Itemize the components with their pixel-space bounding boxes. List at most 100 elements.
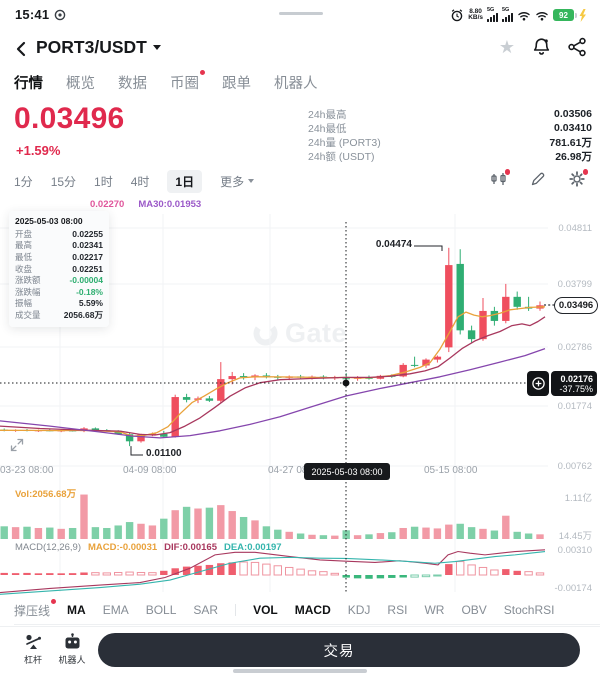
share-icon[interactable] bbox=[568, 37, 586, 57]
candle-tooltip: 2025-05-03 08:00 开盘 0.02255 最高 0.02341 最低 0.0… bbox=[9, 211, 109, 327]
indicator-tab-MA[interactable]: MA bbox=[67, 603, 86, 617]
ma-legend-item: 0.02270 bbox=[90, 199, 125, 210]
draw-pencil-icon[interactable] bbox=[529, 170, 547, 188]
price-change-percent: +1.59% bbox=[16, 143, 61, 158]
indicator-tab-OBV[interactable]: OBV bbox=[461, 603, 487, 617]
chevron-down-icon bbox=[152, 45, 161, 50]
circle-plus-icon bbox=[531, 377, 545, 390]
timeframe-1分[interactable]: 1分 bbox=[14, 174, 33, 189]
nav-tab-行情[interactable]: 行情 bbox=[14, 75, 43, 92]
x-axis-label: 04-27 08:00 bbox=[268, 465, 322, 476]
status-bar: 15:41 8.80 KB/s 5G 5G bbox=[0, 0, 600, 30]
tooltip-value: -0.00004 bbox=[69, 275, 103, 286]
leverage-button[interactable]: 杠杆 bbox=[15, 633, 51, 666]
x-axis-label: 05-15 08:00 bbox=[424, 465, 478, 476]
high-annotation: 0.04474 bbox=[375, 239, 412, 250]
leverage-icon bbox=[25, 634, 41, 649]
volume-min-label: 14.45万 bbox=[558, 531, 592, 542]
crosshair-price-label: 0.02176 -37.75% bbox=[551, 371, 597, 396]
signal-5g-icon-1: 5G bbox=[487, 7, 498, 22]
timeframe-1日[interactable]: 1日 bbox=[167, 169, 203, 193]
tooltip-value: 2056.68万 bbox=[63, 309, 103, 320]
stat-label: 24h额 (USDT) bbox=[308, 150, 375, 163]
dif-value: DIF:0.00165 bbox=[164, 542, 217, 553]
nav-tab-跟单[interactable]: 跟单 bbox=[222, 75, 251, 92]
nav-tab-机器人[interactable]: 机器人 bbox=[274, 75, 318, 92]
tooltip-value: 0.02341 bbox=[72, 240, 103, 251]
camera-notch bbox=[279, 12, 323, 15]
indicator-tab-RSI[interactable]: RSI bbox=[387, 603, 408, 617]
indicator-tab-VOL[interactable]: VOL bbox=[253, 603, 278, 617]
x-axis-label: 04-09 08:00 bbox=[123, 465, 177, 476]
x-axis-label: 03-23 08:00 bbox=[0, 465, 54, 476]
home-indicator[interactable] bbox=[233, 669, 367, 673]
divider bbox=[235, 604, 237, 616]
24h-stats: 24h最高 0.03506 24h最低 0.03410 24h量 (PORT3) 781.… bbox=[308, 107, 592, 163]
timeframe-15分[interactable]: 15分 bbox=[50, 174, 77, 189]
indicator-tab-BOLL[interactable]: BOLL bbox=[145, 603, 177, 617]
macd-title: MACD(12,26,9) bbox=[15, 542, 81, 553]
pair-title: PORT3/USDT bbox=[36, 37, 147, 57]
gate-logo-icon bbox=[253, 321, 278, 346]
tooltip-label: 涨跌幅 bbox=[15, 286, 41, 297]
notification-dot bbox=[51, 598, 57, 604]
nav-tab-概览[interactable]: 概览 bbox=[66, 75, 95, 92]
fullscreen-expand-icon[interactable] bbox=[10, 438, 24, 457]
nav-tab-币圈[interactable]: 币圈 bbox=[170, 68, 206, 93]
tooltip-label: 成交量 bbox=[15, 309, 41, 320]
tooltip-label: 开盘 bbox=[15, 228, 33, 239]
stat-label: 24h量 (PORT3) bbox=[308, 136, 381, 149]
indicator-tab-StochRSI[interactable]: StochRSI bbox=[503, 603, 555, 617]
crosshair-date-pill: 2025-05-03 08:00 bbox=[304, 463, 390, 480]
indicator-tab-SAR[interactable]: SAR bbox=[193, 603, 219, 617]
trade-button[interactable]: 交易 bbox=[98, 633, 580, 667]
chart-style-icon[interactable] bbox=[490, 168, 511, 188]
crosshair-add-alert-button[interactable] bbox=[527, 371, 549, 396]
timeframe-1时[interactable]: 1时 bbox=[94, 174, 113, 189]
tooltip-row: 最低 0.02217 bbox=[15, 251, 103, 263]
pair-selector[interactable]: PORT3/USDT bbox=[36, 37, 161, 58]
last-price: 0.03496 bbox=[14, 102, 125, 135]
indicator-tab-MACD[interactable]: MACD bbox=[294, 603, 331, 617]
stat-value: 0.03410 bbox=[554, 122, 592, 134]
gate-watermark: Gate bbox=[252, 318, 347, 349]
timeframe-更多[interactable]: 更多 bbox=[220, 173, 255, 190]
gear-icon[interactable] bbox=[568, 168, 589, 188]
indicator-tab-撑压线[interactable]: 撑压线 bbox=[14, 598, 57, 619]
stat-row: 24h量 (PORT3) 781.61万 bbox=[308, 135, 592, 149]
y-axis-label: 0.00762 bbox=[557, 461, 592, 472]
indicator-tabs: 撑压线 MA EMA BOLL SAR VOL MACD KDJ RSI WR OBV StochRS… bbox=[14, 598, 600, 625]
timeframe-tabs: 1分 15分 1时 4时 1日 更多 bbox=[14, 169, 255, 193]
wifi-icon-2 bbox=[536, 12, 548, 21]
voice-status-icon bbox=[54, 9, 66, 20]
volume-label: Vol:2056.68万 bbox=[15, 489, 77, 500]
alert-bell-icon[interactable] bbox=[532, 37, 551, 57]
watermark-text: Gate bbox=[285, 318, 348, 348]
tooltip-value: 0.02217 bbox=[72, 251, 103, 262]
tooltip-row: 开盘 0.02255 bbox=[15, 228, 103, 240]
indicator-tab-EMA[interactable]: EMA bbox=[102, 603, 129, 617]
timeframe-4时[interactable]: 4时 bbox=[130, 174, 150, 189]
clock-time: 15:41 bbox=[15, 7, 50, 22]
notification-dot bbox=[199, 68, 206, 76]
bot-button[interactable]: 机器人 bbox=[54, 633, 90, 666]
dea-value: DEA:0.00197 bbox=[223, 542, 282, 553]
macd-labels: MACD(12,26,9) MACD:-0.00031 DIF:0.00165 DEA… bbox=[15, 542, 282, 553]
macd-max-label: 0.00310 bbox=[557, 545, 592, 556]
stat-row: 24h最低 0.03410 bbox=[308, 121, 592, 135]
nav-tab-数据[interactable]: 数据 bbox=[118, 75, 147, 92]
tooltip-row: 收盘 0.02251 bbox=[15, 263, 103, 275]
battery-indicator: 92 bbox=[553, 9, 577, 21]
back-icon[interactable] bbox=[12, 39, 32, 59]
tooltip-value: 0.02255 bbox=[72, 228, 103, 239]
tooltip-label: 收盘 bbox=[15, 263, 33, 274]
indicator-tab-KDJ[interactable]: KDJ bbox=[347, 603, 371, 617]
tooltip-row: 涨跌额 -0.00004 bbox=[15, 274, 103, 286]
indicator-tab-WR[interactable]: WR bbox=[424, 603, 445, 617]
last-price-tag: 0.03496 bbox=[554, 297, 598, 314]
tooltip-value: 0.02251 bbox=[72, 263, 103, 274]
stat-label: 24h最高 bbox=[308, 108, 347, 121]
favorite-star-icon[interactable]: ★ bbox=[498, 37, 515, 57]
